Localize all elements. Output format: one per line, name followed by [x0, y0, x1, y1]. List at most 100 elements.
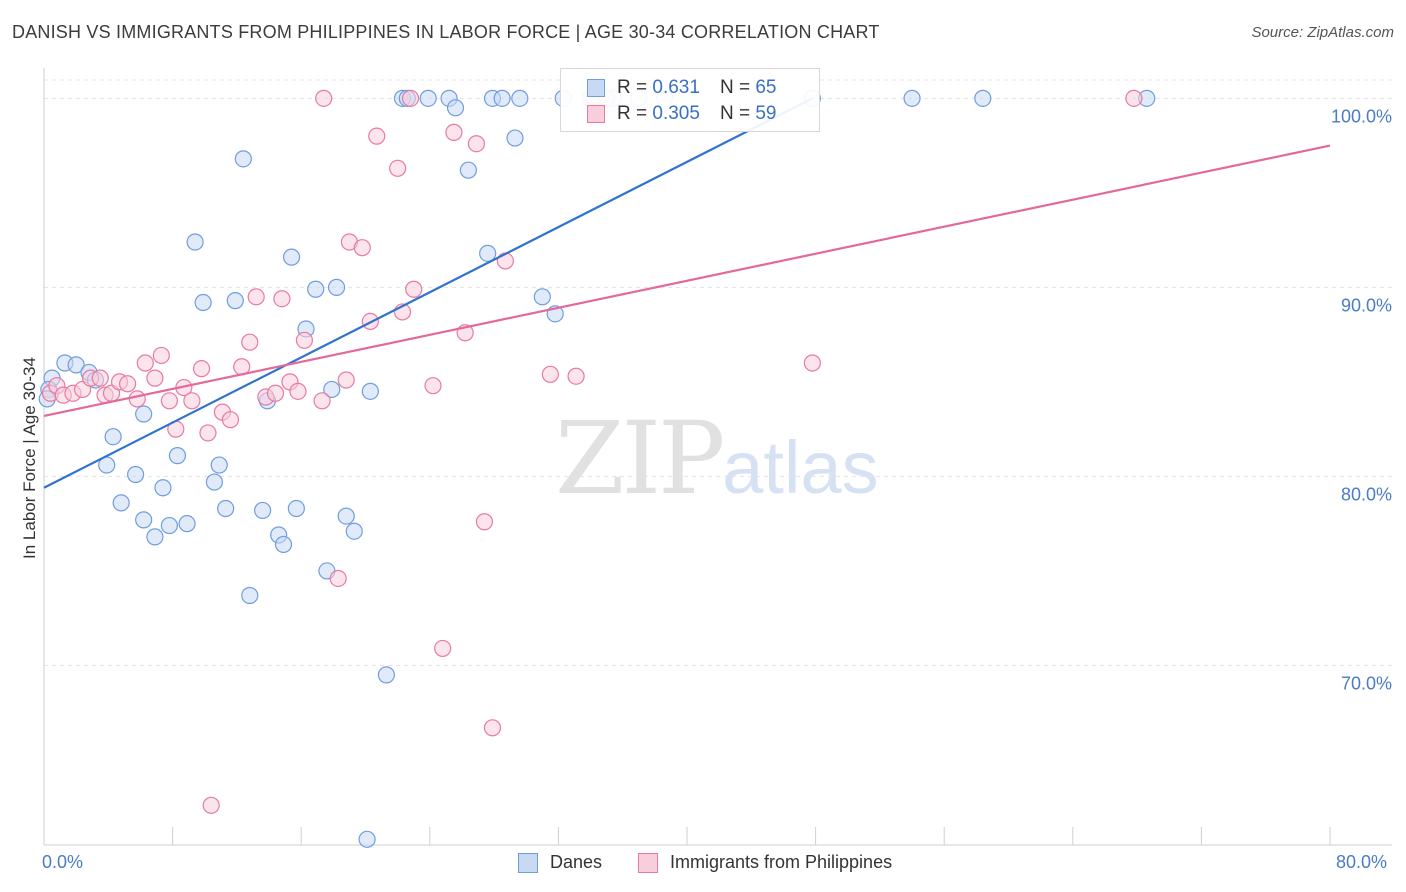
philippines-point — [192, 360, 211, 378]
danes-point — [511, 89, 529, 107]
danes-r-value: 0.631 — [652, 77, 700, 98]
danes-legend-swatch — [518, 852, 538, 873]
danes-point — [479, 244, 497, 262]
philippines-point — [541, 365, 559, 383]
correlation-legend: R = 0.631 N = 65 R = 0.305 N = 59 — [560, 68, 820, 132]
philippines-point — [567, 367, 585, 385]
phil-r-label: R = — [617, 103, 648, 124]
philippines-point — [183, 392, 201, 410]
philippines-point — [146, 369, 164, 387]
danes-point — [361, 382, 379, 400]
data-points — [38, 89, 1156, 848]
philippines-point — [247, 288, 265, 306]
philippines-point — [1125, 89, 1143, 107]
philippines-trend-line — [43, 144, 1331, 417]
danes-n-label: N = — [719, 77, 751, 98]
phil-n-label: N = — [719, 103, 751, 124]
philippines-legend-label: Immigrants from Philippines — [670, 852, 893, 872]
danes-r-label: R = — [617, 77, 648, 98]
danes-point — [67, 356, 85, 374]
philippines-point — [152, 346, 170, 365]
danes-point — [226, 292, 244, 310]
legend-row-philippines: R = 0.305 N = 59 — [561, 101, 776, 127]
philippines-point — [353, 239, 371, 257]
philippines-point — [496, 252, 514, 270]
philippines-point — [424, 377, 442, 395]
danes-point — [323, 380, 341, 399]
watermark-atlas: atlas — [722, 426, 879, 509]
x-tick-max: 80.0% — [1336, 852, 1388, 872]
danes-point — [154, 479, 172, 497]
danes-point — [533, 288, 551, 306]
philippines-point — [389, 159, 407, 177]
danes-point — [210, 456, 228, 474]
philippines-point — [273, 290, 291, 308]
danes-swatch — [587, 79, 605, 97]
philippines-point — [91, 369, 109, 387]
philippines-point — [434, 639, 452, 658]
philippines-point — [313, 392, 331, 410]
danes-point — [506, 129, 524, 147]
philippines-legend-swatch — [638, 852, 658, 873]
philippines-point — [289, 382, 307, 400]
legend-item-danes[interactable]: Danes — [518, 852, 602, 873]
philippines-swatch — [587, 105, 605, 123]
danes-point — [217, 499, 235, 518]
y-tick-labels: 70.0% 80.0% 90.0% 100.0% — [1331, 106, 1392, 693]
danes-point — [178, 515, 196, 533]
danes-point — [446, 99, 465, 117]
watermark: ZIPatlas — [555, 400, 879, 517]
philippines-point — [368, 127, 386, 145]
y-tick-100: 100.0% — [1331, 106, 1392, 126]
philippines-point — [337, 371, 355, 389]
danes-point — [345, 522, 363, 540]
danes-point — [104, 428, 122, 446]
x-tick-min: 0.0% — [42, 852, 84, 872]
philippines-point — [405, 280, 423, 298]
danes-point — [135, 511, 153, 529]
danes-point — [459, 161, 477, 179]
philippines-point — [160, 392, 178, 410]
danes-point — [307, 280, 325, 298]
danes-point — [194, 293, 212, 312]
axes — [43, 68, 1392, 846]
philippines-point — [199, 424, 217, 442]
danes-point — [274, 535, 293, 554]
philippines-point — [136, 354, 154, 372]
philippines-point — [329, 569, 347, 588]
source-label: Source: ZipAtlas.com — [1251, 24, 1394, 41]
danes-point — [146, 528, 164, 546]
danes-point — [282, 248, 301, 266]
danes-point — [186, 233, 204, 251]
philippines-point — [401, 89, 420, 107]
danes-n-value: 65 — [755, 77, 777, 98]
philippines-point — [128, 390, 146, 408]
danes-point — [358, 830, 376, 848]
danes-point — [377, 666, 395, 684]
philippines-point — [445, 123, 463, 141]
danes-trend-line — [43, 97, 813, 489]
series-legend: Danes Immigrants from Philippines — [0, 852, 1406, 878]
phil-n-value: 59 — [755, 103, 777, 124]
danes-point — [112, 494, 130, 512]
danes-point — [168, 447, 187, 465]
philippines-point — [221, 411, 240, 429]
philippines-point — [483, 719, 502, 737]
y-axis-label: In Labor Force | Age 30-34 — [20, 357, 39, 559]
danes-point — [234, 150, 252, 168]
danes-point — [241, 586, 259, 605]
philippines-point — [202, 796, 220, 814]
philippines-point — [803, 354, 821, 372]
philippines-point — [475, 513, 494, 531]
philippines-point — [266, 384, 285, 402]
danes-point — [127, 465, 145, 484]
danes-point — [160, 516, 178, 535]
legend-item-philippines[interactable]: Immigrants from Philippines — [638, 852, 892, 873]
danes-point — [419, 89, 437, 107]
philippines-point — [118, 375, 137, 393]
danes-point — [327, 278, 346, 296]
philippines-point — [241, 333, 259, 351]
danes-point — [337, 507, 355, 525]
phil-r-value: 0.305 — [652, 103, 700, 124]
